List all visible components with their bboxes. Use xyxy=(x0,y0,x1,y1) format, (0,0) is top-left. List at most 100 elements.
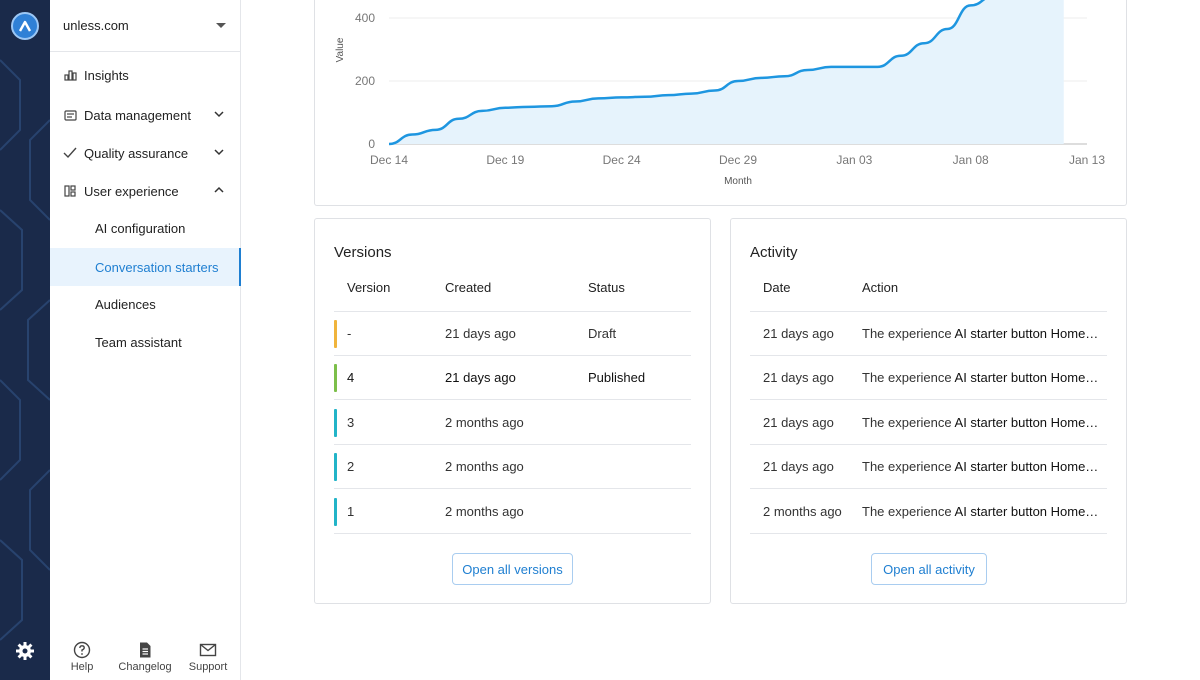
table-row[interactable]: 3 2 months ago xyxy=(334,401,691,445)
activity-action: The experience AI starter button Home… xyxy=(862,370,1098,385)
sidebar-item-data-management[interactable]: Data management xyxy=(50,96,240,134)
activity-title: Activity xyxy=(750,244,798,261)
settings-gear-icon[interactable] xyxy=(15,641,35,661)
experience-name[interactable]: AI starter button Home… xyxy=(954,414,1099,430)
status-text: Published xyxy=(588,370,646,386)
series-area xyxy=(389,0,1064,144)
layout-icon xyxy=(63,184,77,198)
activity-action: The experience AI starter button Home… xyxy=(862,415,1098,430)
header-divider xyxy=(334,311,691,312)
activity-date: 2 months ago xyxy=(763,503,842,519)
sidebar-subitem-ai-configuration[interactable]: AI configuration xyxy=(95,220,186,236)
action-prefix: The experience xyxy=(862,370,952,386)
changelog-label: Changelog xyxy=(118,661,172,673)
created-date: 21 days ago xyxy=(445,326,516,341)
series-line xyxy=(388,0,986,146)
check-icon xyxy=(63,146,77,160)
table-row[interactable]: 1 2 months ago xyxy=(334,490,691,534)
header-divider xyxy=(750,311,1107,312)
table-row[interactable]: 21 days ago The experience AI starter but… xyxy=(750,312,1107,356)
activity-date: 21 days ago xyxy=(763,414,834,430)
activity-action: The experience AI starter button Home… xyxy=(862,504,1098,519)
y-tick-label: 0 xyxy=(368,137,375,151)
app-logo[interactable] xyxy=(11,12,39,40)
folder-icon xyxy=(63,108,77,122)
action-prefix: The experience xyxy=(862,459,952,475)
versions-card: Versions Version Created Status - 21 days… xyxy=(314,218,711,604)
support-label: Support xyxy=(188,661,228,673)
x-tick-label: Jan 13 xyxy=(1069,153,1105,167)
table-row[interactable]: 21 days ago The experience AI starter but… xyxy=(750,401,1107,445)
sidebar-subitem-team-assistant[interactable]: Team assistant xyxy=(95,334,182,350)
sidebar-item-label: User experience xyxy=(84,183,179,199)
table-row[interactable]: 2 months ago The experience AI starter bu… xyxy=(750,490,1107,534)
x-tick-label: Jan 03 xyxy=(836,153,872,167)
document-icon xyxy=(140,642,151,658)
open-all-versions-button[interactable]: Open all versions xyxy=(452,553,573,585)
x-tick-label: Dec 14 xyxy=(370,153,408,167)
experience-name[interactable]: AI starter button Home… xyxy=(954,503,1099,519)
sidebar: unless.com Insights Data management Qual… xyxy=(50,0,241,680)
status-color-bar xyxy=(334,320,337,348)
status-text: Draft xyxy=(588,326,617,341)
activity-action: The experience AI starter button Home… xyxy=(862,459,1098,474)
x-tick-label: Dec 24 xyxy=(603,153,641,167)
version-number: 2 xyxy=(347,459,355,475)
created-date: 2 months ago xyxy=(445,414,524,430)
status-color-bar xyxy=(334,408,337,437)
area-chart: 0 200 400 Dec 14 Dec 19 Dec 24 Dec 29 Jan 03 Jan… xyxy=(335,0,1105,187)
activity-date: 21 days ago xyxy=(763,459,834,475)
bar-chart-icon xyxy=(63,68,77,82)
created-date: 2 months ago xyxy=(445,503,524,519)
chart-card: 0 200 400 Dec 14 Dec 19 Dec 24 Dec 29 Jan 03 Jan… xyxy=(314,0,1127,206)
status-color-bar xyxy=(334,364,337,393)
version-number: - xyxy=(347,326,352,341)
x-tick-label: Dec 29 xyxy=(719,153,757,167)
versions-title: Versions xyxy=(334,244,392,261)
changelog-link[interactable]: Changelog xyxy=(115,641,175,673)
experience-name[interactable]: AI starter button Home… xyxy=(954,459,1099,475)
rail-pattern xyxy=(0,59,50,641)
table-row[interactable]: 4 21 days ago Published xyxy=(334,356,691,401)
activity-action: The experience AI starter button Home… xyxy=(862,326,1098,341)
y-axis-label: Value xyxy=(335,37,346,62)
support-link[interactable]: Support xyxy=(178,641,238,673)
table-row[interactable]: 21 days ago The experience AI starter but… xyxy=(750,445,1107,490)
experience-name[interactable]: AI starter button Home… xyxy=(954,326,1099,341)
version-number: 4 xyxy=(347,370,355,386)
sidebar-item-label: Insights xyxy=(84,67,129,83)
x-axis-label: Month xyxy=(724,176,752,187)
table-row[interactable]: 21 days ago The experience AI starter but… xyxy=(750,356,1107,401)
activity-date: 21 days ago xyxy=(763,326,834,341)
chevron-up-icon xyxy=(214,186,224,193)
sidebar-item-user-experience[interactable]: User experience xyxy=(50,172,240,210)
help-icon xyxy=(73,641,91,659)
open-all-activity-button[interactable]: Open all activity xyxy=(871,553,987,585)
status-color-bar xyxy=(334,497,337,526)
table-row[interactable]: - 21 days ago Draft xyxy=(334,312,691,356)
chevron-down-icon xyxy=(214,111,224,118)
table-row[interactable]: 2 2 months ago xyxy=(334,445,691,490)
created-date: 2 months ago xyxy=(445,459,524,475)
workspace-name: unless.com xyxy=(63,18,129,33)
help-label: Help xyxy=(70,661,94,673)
sidebar-subitem-conversation-starters[interactable]: Conversation starters xyxy=(50,248,241,286)
action-prefix: The experience xyxy=(862,503,952,519)
sidebar-item-quality-assurance[interactable]: Quality assurance xyxy=(50,134,240,172)
sidebar-item-label: Quality assurance xyxy=(84,145,189,161)
workspace-selector[interactable]: unless.com xyxy=(50,0,240,52)
help-link[interactable]: Help xyxy=(52,641,112,673)
sidebar-subitem-audiences[interactable]: Audiences xyxy=(95,296,156,312)
x-tick-label: Dec 19 xyxy=(486,153,524,167)
sidebar-item-insights[interactable]: Insights xyxy=(50,56,240,94)
column-header-date: Date xyxy=(763,280,791,295)
mail-icon xyxy=(199,643,217,657)
experience-name[interactable]: AI starter button Home… xyxy=(954,370,1099,386)
activity-date: 21 days ago xyxy=(763,370,834,386)
version-number: 3 xyxy=(347,414,355,430)
column-header-created: Created xyxy=(445,280,492,295)
action-prefix: The experience xyxy=(862,414,952,430)
column-header-version: Version xyxy=(347,280,391,295)
sidebar-item-label: Data management xyxy=(84,107,191,123)
y-tick-label: 200 xyxy=(355,74,375,88)
